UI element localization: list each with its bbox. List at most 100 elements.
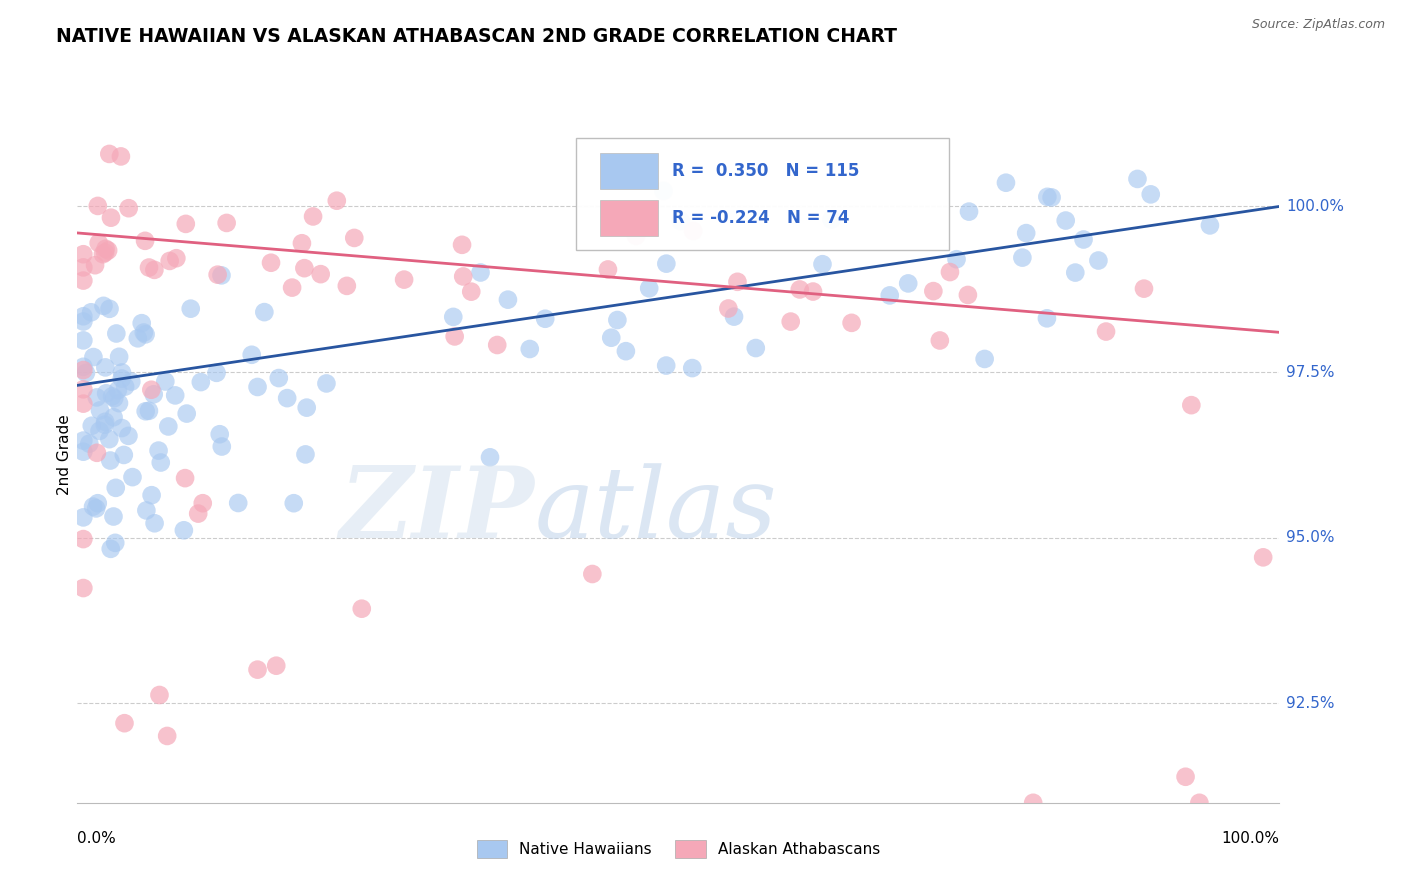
FancyBboxPatch shape	[576, 138, 949, 250]
Point	[291, 236, 314, 251]
Point	[267, 371, 290, 385]
Point	[132, 326, 155, 340]
Point	[72, 396, 94, 410]
Text: Source: ZipAtlas.com: Source: ZipAtlas.com	[1251, 18, 1385, 31]
Legend: Native Hawaiians, Alaskan Athabascans: Native Hawaiians, Alaskan Athabascans	[477, 840, 880, 858]
Point	[103, 410, 125, 425]
Point	[135, 327, 157, 342]
Point	[441, 310, 464, 324]
Point	[180, 301, 202, 316]
Point	[208, 427, 231, 442]
Point	[1054, 213, 1077, 227]
Point	[309, 267, 332, 281]
Point	[111, 366, 134, 380]
Point	[945, 252, 967, 267]
Point	[1040, 190, 1063, 204]
Point	[470, 265, 492, 279]
Text: atlas: atlas	[534, 463, 778, 558]
Point	[103, 391, 125, 405]
Point	[155, 375, 177, 389]
Point	[479, 450, 502, 465]
Point	[1011, 251, 1033, 265]
Point	[142, 387, 165, 401]
Point	[655, 359, 678, 373]
Point	[72, 359, 94, 374]
Point	[148, 443, 170, 458]
Point	[655, 257, 678, 271]
Point	[820, 212, 842, 227]
Point	[100, 211, 122, 225]
Point	[173, 523, 195, 537]
Point	[190, 375, 212, 389]
Point	[98, 453, 121, 467]
Point	[638, 281, 661, 295]
Point	[157, 419, 180, 434]
Point	[614, 344, 637, 359]
Point	[205, 366, 228, 380]
Point	[94, 415, 117, 429]
Point	[596, 262, 619, 277]
Point	[72, 334, 94, 348]
Point	[72, 444, 94, 458]
FancyBboxPatch shape	[600, 153, 658, 189]
Y-axis label: 2nd Grade: 2nd Grade	[56, 415, 72, 495]
Point	[294, 447, 316, 461]
Point	[135, 404, 157, 418]
Point	[131, 316, 153, 330]
Point	[79, 436, 101, 450]
Point	[1073, 232, 1095, 246]
Text: 100.0%: 100.0%	[1286, 199, 1344, 214]
Point	[879, 288, 901, 302]
Point	[98, 147, 121, 161]
Point	[187, 507, 209, 521]
Point	[994, 176, 1017, 190]
Point	[789, 283, 811, 297]
Point	[973, 351, 995, 366]
Point	[1174, 770, 1197, 784]
Point	[682, 224, 704, 238]
Point	[156, 729, 179, 743]
Point	[112, 448, 135, 462]
Point	[956, 288, 979, 302]
Point	[86, 391, 108, 405]
Point	[96, 386, 118, 401]
Point	[114, 379, 136, 393]
Point	[745, 341, 768, 355]
Point	[315, 376, 337, 391]
Point	[94, 242, 117, 256]
Point	[143, 263, 166, 277]
Point	[114, 716, 136, 731]
Point	[443, 329, 465, 343]
Point	[1087, 253, 1109, 268]
Point	[141, 488, 163, 502]
Point	[176, 407, 198, 421]
Point	[135, 503, 157, 517]
Point	[957, 204, 980, 219]
Point	[350, 601, 373, 615]
Point	[108, 350, 131, 364]
Point	[1036, 311, 1059, 326]
Point	[207, 268, 229, 282]
Point	[191, 496, 214, 510]
Point	[120, 375, 142, 389]
Point	[1251, 550, 1274, 565]
Point	[215, 216, 238, 230]
Point	[295, 401, 318, 415]
Point	[1064, 266, 1087, 280]
Point	[138, 260, 160, 275]
Point	[1199, 219, 1222, 233]
Point	[928, 334, 950, 348]
Point	[121, 470, 143, 484]
Point	[93, 417, 115, 432]
Point	[519, 342, 541, 356]
Point	[1126, 172, 1149, 186]
Point	[75, 366, 97, 380]
Point	[1188, 796, 1211, 810]
Text: 0.0%: 0.0%	[77, 830, 117, 846]
Point	[104, 481, 127, 495]
Point	[72, 314, 94, 328]
Point	[652, 184, 675, 198]
Point	[600, 331, 623, 345]
Point	[226, 496, 249, 510]
Point	[624, 228, 647, 243]
